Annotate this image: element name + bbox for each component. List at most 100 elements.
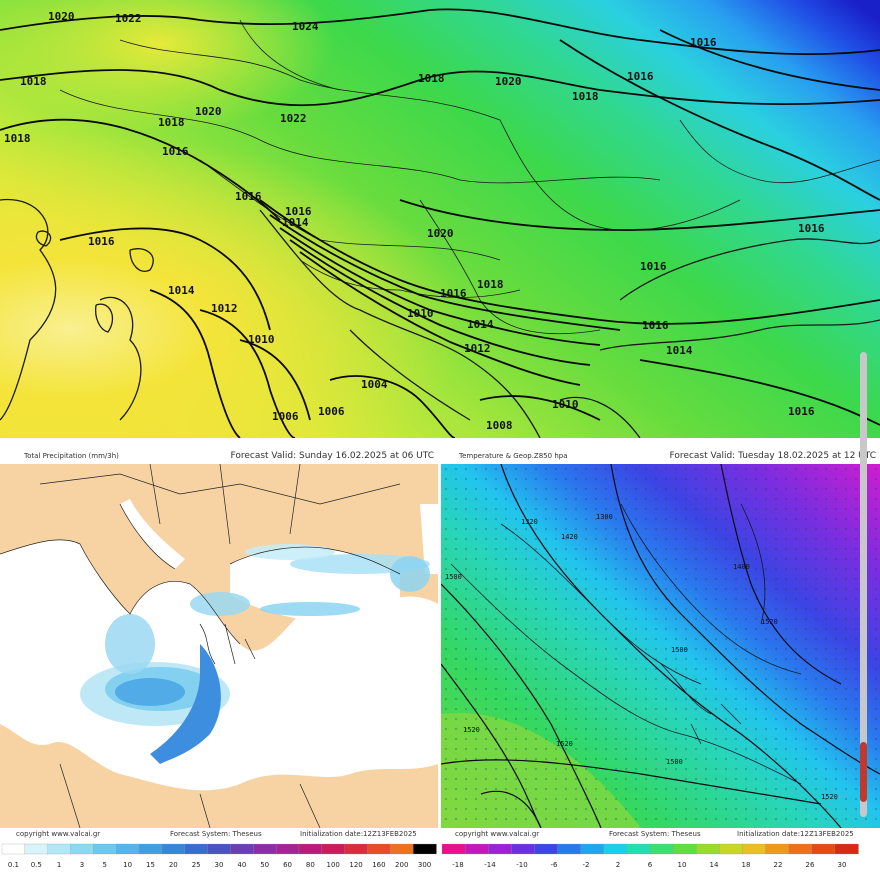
- temperature-valid-time: Forecast Valid: Tuesday 18.02.2025 at 12…: [669, 451, 876, 461]
- precipitation-valid-time: Forecast Valid: Sunday 16.02.2025 at 06 …: [230, 451, 434, 461]
- isobar-label: 1014: [467, 318, 494, 331]
- contour-label: 1520: [761, 618, 778, 626]
- legend-swatch: [441, 843, 466, 855]
- legend-tick-label: 1: [57, 861, 61, 869]
- borders: [59, 19, 880, 335]
- caspian-sea: [420, 504, 438, 574]
- isobar-label: 1018: [158, 116, 185, 129]
- isobar-label: 1018: [20, 75, 47, 88]
- legend-swatch: [811, 843, 836, 855]
- precip-band: [245, 544, 335, 560]
- legend-swatch: [580, 843, 605, 855]
- legend-swatch: [184, 843, 209, 855]
- precipitation-areas: [80, 544, 430, 764]
- high-pressure-area-north: [0, 0, 880, 438]
- legend-tick-label: 10: [123, 861, 132, 869]
- isobar-label: 1014: [666, 344, 693, 357]
- isobar-label: 1018: [4, 132, 31, 145]
- isobar-label: 1022: [280, 112, 307, 125]
- mediterranean-sea: [0, 539, 438, 791]
- contour-label: 1520: [821, 793, 838, 801]
- precipitation-legend: 0.1 0.5 1 3 5 10 15 20 25 30 40 50 60 80 100 120 160 200 3…: [1, 843, 437, 869]
- legend-swatch: [207, 843, 232, 855]
- grid-values: [441, 464, 880, 828]
- legend-swatch: [116, 843, 140, 855]
- legend-tick-label: 18: [742, 861, 751, 869]
- contour-label: 1300: [596, 513, 613, 521]
- legend-swatch: [93, 843, 117, 855]
- isobar-label: 1020: [195, 105, 222, 118]
- legend-bar: 0.1 0.5 1 3 5 10 15 20 25 30 40 50 60 80 100 120 160 200 3…: [0, 840, 880, 873]
- isobar-label: 1014: [168, 284, 195, 297]
- legend-tick-label: 30: [215, 861, 224, 869]
- contour-label: 1520: [556, 740, 573, 748]
- legend-swatch: [788, 843, 813, 855]
- scrollbar[interactable]: [860, 352, 867, 817]
- legend-tick-label: 50: [260, 861, 269, 869]
- legend-swatch: [464, 843, 489, 855]
- legend-swatch: [742, 843, 767, 855]
- temperature-map: 1300 1320 1400 1420 1500 1520 1500 1520 …: [441, 464, 880, 828]
- legend-swatch: [47, 843, 72, 855]
- temperature-copyright: copyright www.valcai.gr: [455, 830, 540, 838]
- temperature-title: Temperature & Geop.Z850 hpa: [459, 452, 568, 460]
- isobar-label: 1016: [285, 205, 312, 218]
- precipitation-init: Initialization date:12Z13FEB2025: [300, 830, 417, 838]
- precip-band: [105, 614, 155, 674]
- legend-tick-label: 25: [192, 861, 201, 869]
- legend-tick-label: 14: [710, 861, 719, 869]
- legend-swatch: [765, 843, 790, 855]
- contour-label: 1500: [445, 573, 462, 581]
- isobar-label: 1016: [798, 222, 825, 235]
- legend-swatch: [275, 843, 300, 855]
- isobar-label: 1020: [48, 10, 75, 23]
- precip-core: [115, 678, 185, 706]
- isobar-label: 1016: [788, 405, 815, 418]
- contour-label: 1500: [666, 758, 683, 766]
- isobar-label: 1014: [282, 216, 309, 229]
- temperature-panel: Temperature & Geop.Z850 hpa Forecast Val…: [441, 448, 880, 840]
- scrollbar-thumb[interactable]: [860, 742, 867, 802]
- legend-tick-label: 10: [678, 861, 687, 869]
- legend-swatch: [253, 843, 277, 855]
- legend-swatch: [557, 843, 582, 855]
- legend-tick-label: 200: [395, 861, 408, 869]
- isobars: [0, 8, 880, 438]
- legend-swatch: [413, 843, 437, 855]
- legend-swatch: [534, 843, 559, 855]
- isobar-label: 1010: [407, 307, 434, 320]
- legend-tick-label: 20: [169, 861, 178, 869]
- legend-tick-label: 0.1: [8, 861, 19, 869]
- precip-band: [260, 602, 360, 616]
- legend-tick-label: 40: [237, 861, 246, 869]
- isobar-label: 1016: [690, 36, 717, 49]
- legend-tick-label: 22: [774, 861, 783, 869]
- temperature-init: Initialization date:12Z13FEB2025: [737, 830, 854, 838]
- isobar-label: 1022: [115, 12, 142, 25]
- precipitation-map: [0, 464, 438, 828]
- isobar-label: 1016: [627, 70, 654, 83]
- isobar-label: 1018: [418, 72, 445, 85]
- geopotential-contours: [441, 464, 880, 828]
- legend-tick-label: 5: [103, 861, 107, 869]
- legend-tick-label: 6: [648, 861, 653, 869]
- legend-tick-label: 2: [616, 861, 620, 869]
- precip-band: [390, 556, 430, 592]
- legend-canvas: 0.1 0.5 1 3 5 10 15 20 25 30 40 50 60 80 100 120 160 200 3…: [1, 843, 859, 869]
- adriatic-sea: [120, 499, 185, 569]
- legend-swatch: [161, 843, 186, 855]
- isobar-label: 1012: [464, 342, 491, 355]
- legend-tick-label: 160: [372, 861, 385, 869]
- contour-label: 1420: [561, 533, 578, 541]
- temperature-legend: -18 -14 -10 -6 -2 2 6 10 14 18 22 26 30: [441, 843, 859, 869]
- contour-label: 1400: [733, 563, 750, 571]
- legend-tick-label: 100: [327, 861, 340, 869]
- isobar-label: 1012: [211, 302, 238, 315]
- borders: [0, 464, 401, 828]
- precipitation-footer: copyright www.valcai.gr Forecast System:…: [0, 828, 438, 840]
- contour-labels: 1300 1320 1400 1420 1500 1520 1500 1520 …: [445, 513, 838, 801]
- legend-swatch: [488, 843, 512, 855]
- temperature-system: Forecast System: Theseus: [609, 830, 701, 838]
- legend-tick-label: 30: [838, 861, 847, 869]
- precipitation-system: Forecast System: Theseus: [170, 830, 262, 838]
